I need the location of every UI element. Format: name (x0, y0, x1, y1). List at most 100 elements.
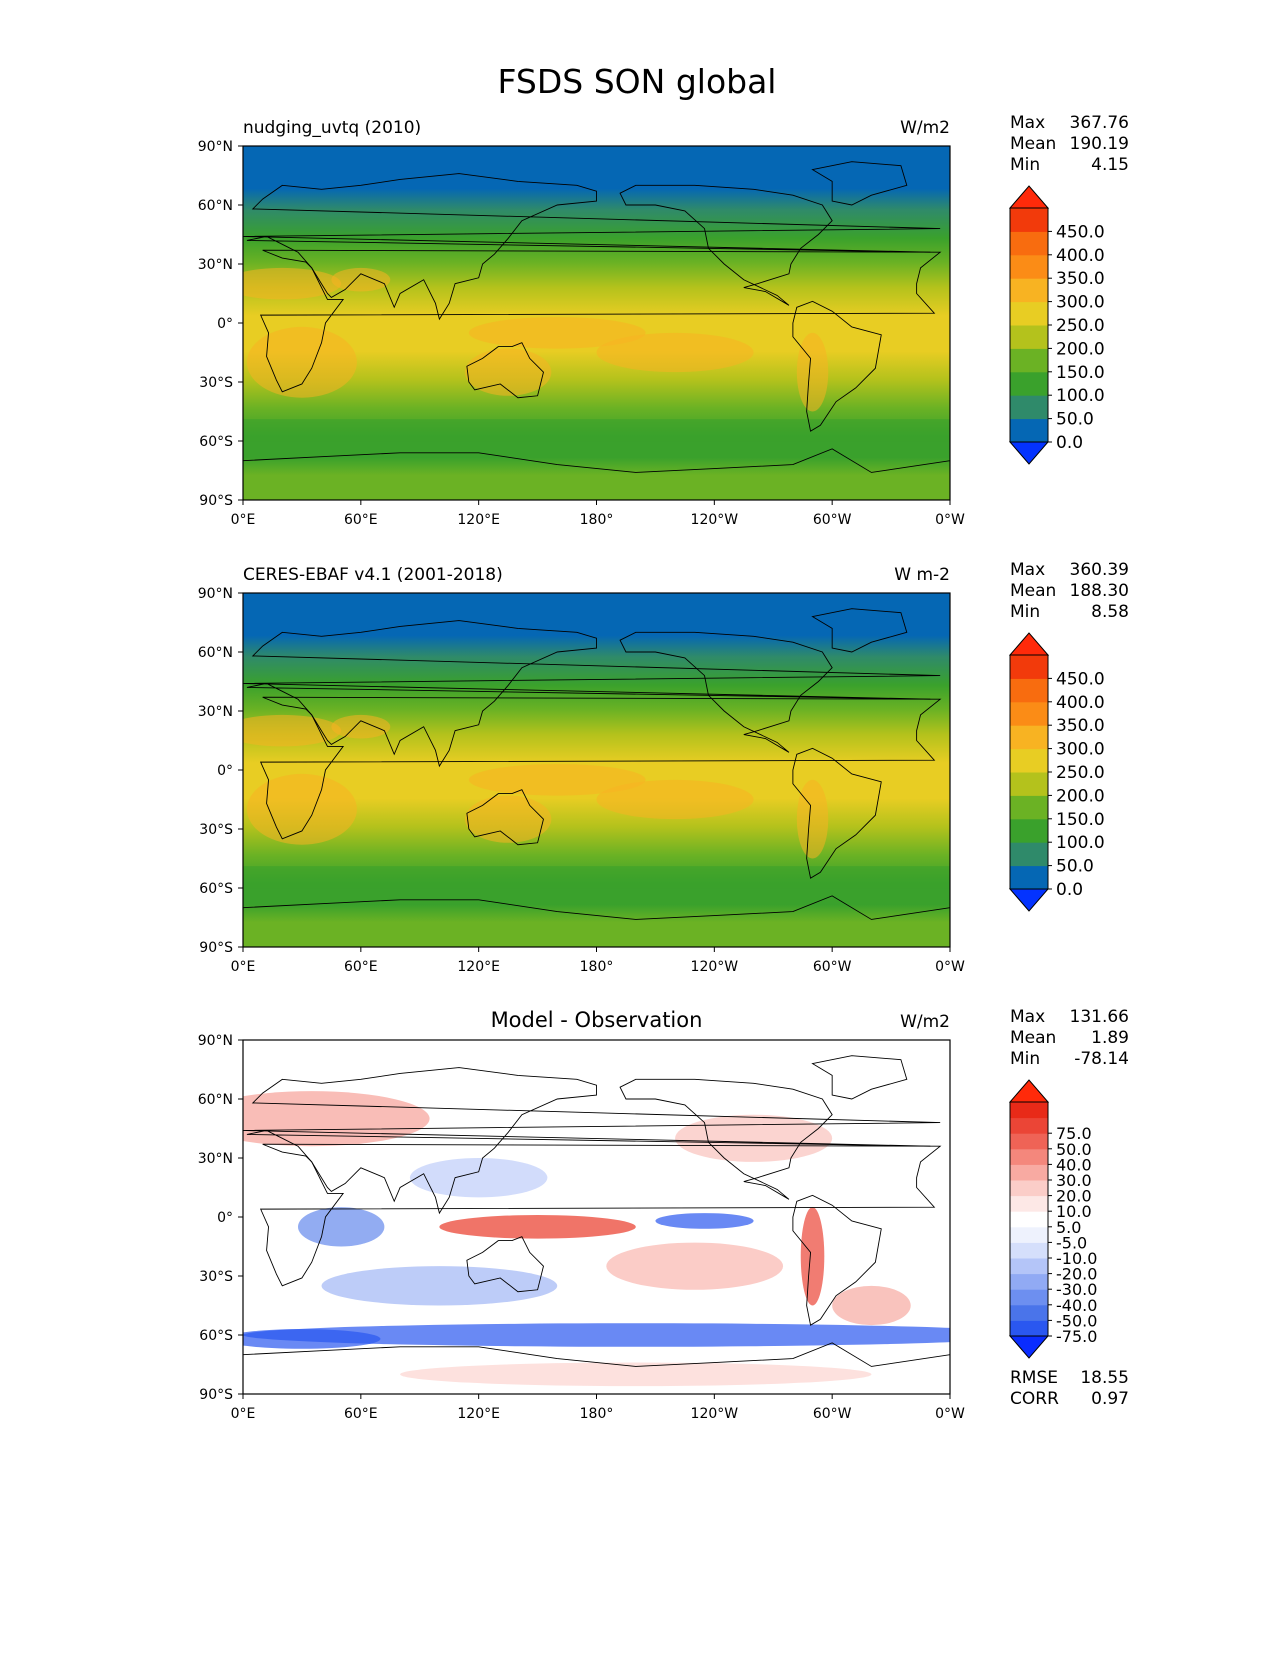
colorbar-label: -10.0 (1056, 1249, 1097, 1268)
colorbar-band (1010, 701, 1048, 726)
coastline (259, 696, 942, 840)
coastline (243, 1067, 941, 1215)
lon-tick-label: 60°E (344, 959, 378, 975)
colorbar-extend-min (1008, 441, 1050, 465)
lon-tick-label: 120°E (457, 512, 500, 528)
colorbar-extend-max (1008, 185, 1050, 209)
colorbar: 75.050.040.030.020.010.05.0-5.0-10.0-20.… (1008, 1079, 1097, 1359)
stat-label: Min (1010, 602, 1040, 622)
corr-value: 0.97 (1091, 1389, 1129, 1409)
lon-tick-label: 180° (580, 959, 614, 975)
colorbar-label: 250.0 (1056, 763, 1105, 783)
lon-tick-label: 120°W (691, 512, 739, 528)
colorbar-label: 20.0 (1056, 1187, 1092, 1206)
colorbar-band (1010, 865, 1048, 890)
panel-center-title: Model - Observation (491, 1008, 703, 1032)
colorbar-label: 300.0 (1056, 293, 1105, 313)
colorbar-band (1010, 1211, 1048, 1228)
colorbar-band (1010, 301, 1048, 326)
map-panel-1: nudging_uvtq (2010) W/m2 90°N 60°N 30°N 0° 30°… (198, 113, 1129, 528)
colorbar-band (1010, 678, 1048, 703)
colorbar-band (1010, 418, 1048, 443)
map-field (243, 1040, 950, 1394)
stat-label: Min (1010, 155, 1040, 175)
lat-tick-label: 0° (217, 763, 233, 779)
map-panel-3: Model - Observation W/m2 90°N 60°N 30°N 0° 30°… (198, 1007, 1129, 1422)
corr-label: CORR (1010, 1389, 1059, 1409)
lat-tick-label: 90°N (198, 1033, 233, 1049)
stat-label: Mean (1010, 1028, 1056, 1048)
colorbar-band (1010, 1273, 1048, 1290)
colorbar-label: 350.0 (1056, 269, 1105, 289)
colorbar-label: 75.0 (1056, 1124, 1092, 1143)
lat-tick-label: 90°S (199, 493, 233, 509)
coastline (259, 249, 942, 393)
coastline (811, 608, 908, 653)
coastline (792, 300, 882, 432)
colorbar-band (1010, 254, 1048, 279)
colorbar-label: 200.0 (1056, 339, 1105, 359)
colorbar-band (1010, 1320, 1048, 1337)
colorbar-label: 350.0 (1056, 716, 1105, 736)
stat-value: 131.66 (1070, 1007, 1129, 1027)
lat-tick-label: 30°N (198, 704, 233, 720)
colorbar-band (1010, 1164, 1048, 1181)
coastline (243, 895, 950, 947)
lat-tick-label: 60°N (198, 645, 233, 661)
colorbar-band (1010, 371, 1048, 396)
lon-tick-label: 60°E (344, 1406, 378, 1422)
coastline (243, 620, 941, 768)
lon-tick-label: 120°E (457, 959, 500, 975)
coastline (811, 1055, 908, 1100)
colorbar-extend-max (1008, 632, 1050, 656)
colorbar-band (1010, 1133, 1048, 1150)
rmse-label: RMSE (1010, 1368, 1058, 1388)
colorbar-extend-min (1008, 1335, 1050, 1359)
panel-left-title: CERES-EBAF v4.1 (2001-2018) (243, 565, 503, 585)
panels-layer: nudging_uvtq (2010) W/m2 90°N 60°N 30°N 0° 30°… (198, 113, 1129, 1422)
colorbar-label: 50.0 (1056, 1140, 1092, 1159)
colorbar-label: 250.0 (1056, 316, 1105, 336)
colorbar-label: 50.0 (1056, 410, 1094, 430)
stat-value: 1.89 (1091, 1028, 1129, 1048)
coastline (466, 1236, 544, 1293)
colorbar-label: -20.0 (1056, 1265, 1097, 1284)
lat-tick-label: 90°N (198, 586, 233, 602)
stat-value: 367.76 (1070, 113, 1129, 133)
colorbar-band (1010, 1304, 1048, 1321)
panel-units: W/m2 (900, 1012, 950, 1032)
stat-label: Mean (1010, 581, 1056, 601)
rmse-value: 18.55 (1080, 1368, 1129, 1388)
lat-tick-label: 60°S (199, 1328, 233, 1344)
colorbar-band (1010, 1226, 1048, 1243)
lat-tick-label: 90°S (199, 1387, 233, 1403)
colorbar-band (1010, 655, 1048, 679)
lat-tick-label: 60°N (198, 198, 233, 214)
lat-tick-label: 30°N (198, 257, 233, 273)
colorbar-label: 30.0 (1056, 1171, 1092, 1190)
colorbar-extend-max (1008, 1079, 1050, 1103)
panel-left-title: nudging_uvtq (2010) (243, 118, 421, 138)
colorbar-label: -5.0 (1056, 1233, 1087, 1252)
colorbar-band (1010, 725, 1048, 750)
lon-tick-label: 0°W (935, 1406, 965, 1422)
stat-value: 188.30 (1070, 581, 1129, 601)
figure-title: FSDS SON global (498, 62, 777, 101)
colorbar-band (1010, 348, 1048, 373)
colorbar-band (1010, 1195, 1048, 1212)
lon-tick-label: 180° (580, 1406, 614, 1422)
colorbar: 450.0 400.0 350.0 300.0 250.0 200.0 150.0 100.0… (1008, 185, 1105, 465)
colorbar-band (1010, 1289, 1048, 1306)
colorbar-label: 150.0 (1056, 810, 1105, 830)
lon-tick-label: 60°W (813, 959, 852, 975)
lon-tick-label: 120°W (691, 959, 739, 975)
lat-tick-label: 60°S (199, 881, 233, 897)
stat-label: Max (1010, 1007, 1045, 1027)
coastline (792, 1194, 882, 1326)
colorbar-band (1010, 208, 1048, 232)
colorbar-band (1010, 1258, 1048, 1275)
panel-units: W m-2 (894, 565, 950, 585)
lat-tick-label: 90°S (199, 940, 233, 956)
colorbar-band (1010, 748, 1048, 773)
